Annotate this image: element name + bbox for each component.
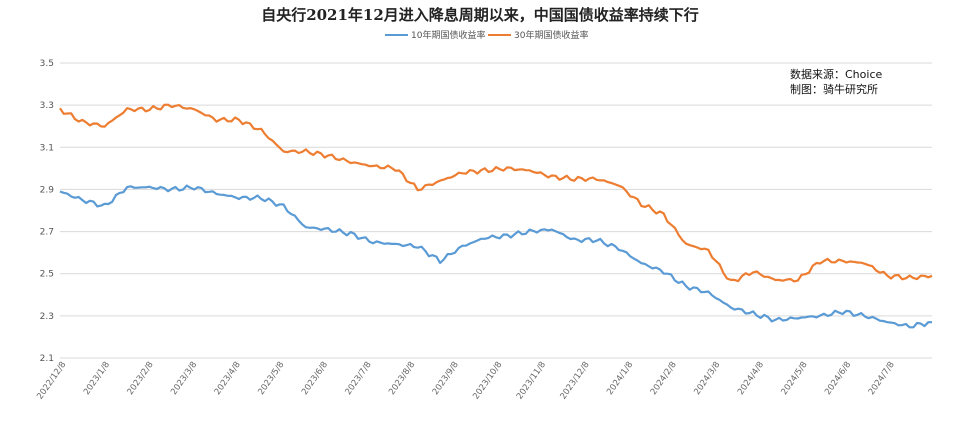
- x-tick-label: 2024/6/8: [823, 360, 853, 397]
- x-tick-label: 2022/12/8: [35, 360, 68, 401]
- x-tick-label: 2023/3/8: [169, 360, 199, 397]
- x-tick-label: 2023/6/8: [300, 360, 330, 397]
- series-line-10y: [59, 184, 932, 329]
- y-axis-ticks: 2.1 2.3 2.5 2.7 2.9 3.1 3.3 3.5: [40, 59, 55, 364]
- legend-label-30y: 30年期国债收益率: [514, 29, 588, 41]
- x-tick-label: 2023/8/8: [387, 360, 417, 397]
- y-tick-label: 3.1: [40, 143, 54, 153]
- y-tick-label: 2.9: [40, 185, 55, 195]
- x-tick-label: 2023/5/8: [256, 360, 286, 397]
- x-tick-label: 2023/2/8: [126, 360, 156, 397]
- y-tick-label: 2.5: [40, 270, 54, 280]
- chart-author-note: 制图：骑牛研究所: [790, 82, 878, 96]
- series-lines: [59, 103, 933, 329]
- x-tick-label: 2023/9/8: [431, 360, 461, 397]
- y-tick-label: 3.5: [40, 59, 54, 69]
- y-tick-label: 3.3: [40, 101, 54, 111]
- x-tick-label: 2024/4/8: [736, 360, 766, 397]
- x-tick-label: 2024/5/8: [780, 360, 810, 397]
- y-tick-label: 2.1: [40, 354, 54, 364]
- x-tick-label: 2024/2/8: [649, 360, 679, 397]
- x-tick-label: 2023/7/8: [344, 360, 374, 397]
- x-tick-label: 2023/4/8: [213, 360, 243, 397]
- x-tick-label: 2023/1/8: [82, 360, 112, 397]
- x-tick-label: 2024/3/8: [692, 360, 722, 397]
- x-tick-label: 2023/11/8: [515, 360, 548, 401]
- grid: [60, 62, 932, 359]
- legend: 10年期国债收益率 30年期国债收益率: [385, 29, 588, 41]
- x-axis-ticks: 2022/12/8 2023/1/8 2023/2/8 2023/3/8 2023/4/…: [35, 360, 897, 401]
- x-tick-label: 2023/10/8: [471, 360, 504, 401]
- x-tick-label: 2024/7/8: [867, 360, 897, 397]
- y-tick-label: 2.7: [40, 228, 54, 238]
- legend-label-10y: 10年期国债收益率: [411, 29, 485, 41]
- chart-title: 自央行2021年12月进入降息周期以来，中国国债收益率持续下行: [261, 6, 699, 24]
- data-source-note: 数据来源：Choice: [790, 67, 882, 81]
- x-tick-label: 2024/1/8: [605, 360, 635, 397]
- x-tick-label: 2023/12/8: [558, 360, 591, 401]
- series-line-30y: [59, 103, 933, 283]
- y-tick-label: 2.3: [40, 312, 54, 322]
